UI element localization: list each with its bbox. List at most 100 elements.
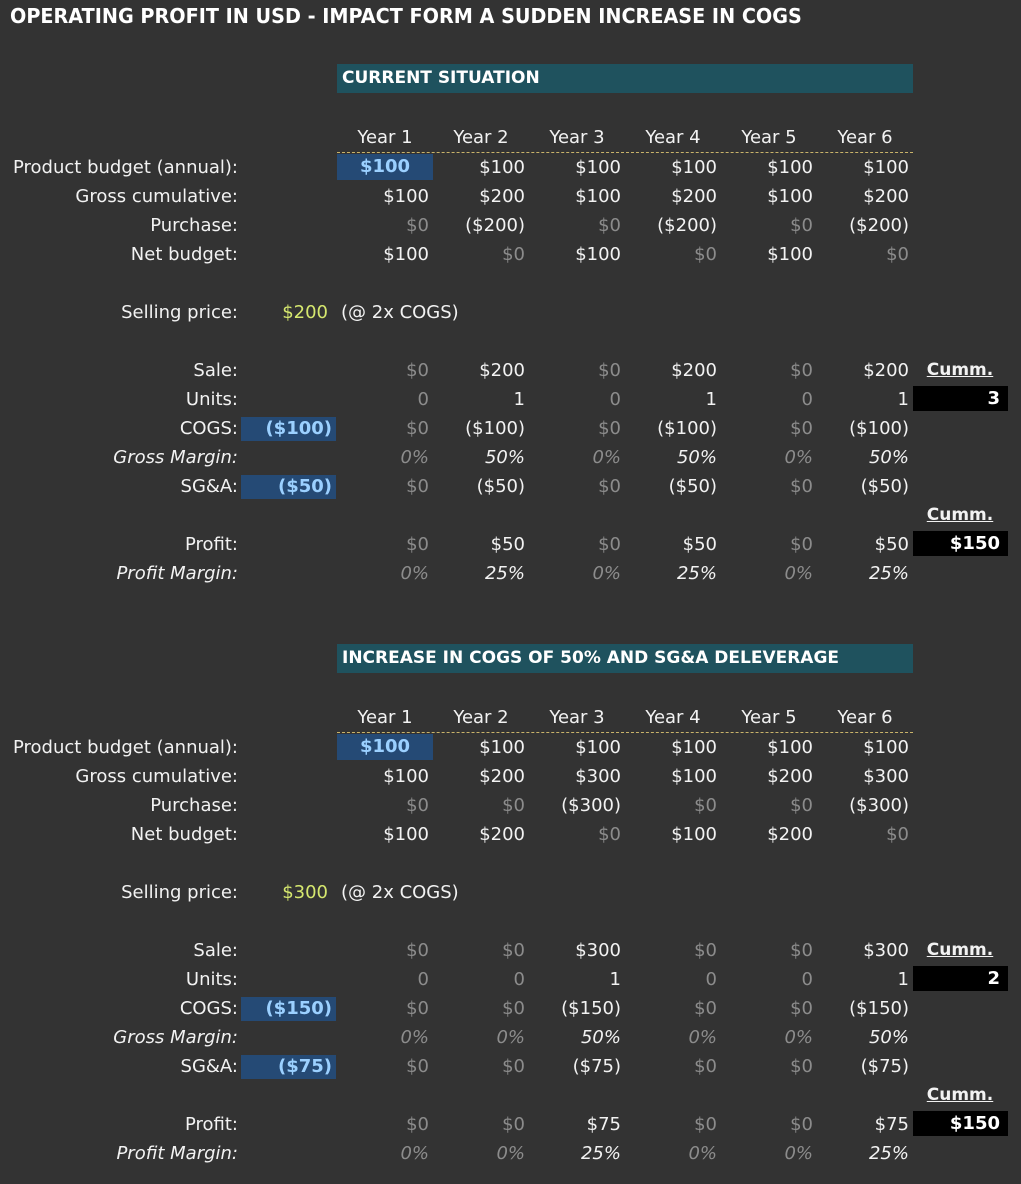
cell-units[interactable]: 0 [609, 389, 621, 410]
cell-gross-cumulative[interactable]: $200 [767, 766, 813, 787]
cell-cogs[interactable]: $0 [406, 998, 429, 1019]
cell-purchase[interactable]: ($200) [465, 215, 525, 236]
cell-sale[interactable]: $300 [575, 940, 621, 961]
cell-profit[interactable]: $50 [682, 534, 717, 555]
cell-cogs[interactable]: $0 [598, 418, 621, 439]
selling-price-value[interactable]: $200 [282, 302, 328, 323]
cell-profit-margin[interactable]: 25% [484, 563, 525, 584]
cell-profit-margin[interactable]: 0% [400, 563, 429, 584]
cell-purchase[interactable]: $0 [598, 215, 621, 236]
cell-net-budget[interactable]: $100 [767, 244, 813, 265]
cell-gross-cumulative[interactable]: $100 [575, 186, 621, 207]
cell-purchase[interactable]: ($300) [561, 795, 621, 816]
cell-gross-cumulative[interactable]: $300 [863, 766, 909, 787]
cell-units[interactable]: 0 [513, 969, 525, 990]
cell-gross-margin[interactable]: 0% [400, 1027, 429, 1048]
cell-profit-margin[interactable]: 0% [496, 1143, 525, 1164]
cell-units[interactable]: 0 [417, 389, 429, 410]
cell-product-budget[interactable]: $100 [575, 157, 621, 178]
cell-profit-margin[interactable]: 0% [592, 563, 621, 584]
cell-gross-margin[interactable]: 0% [592, 447, 621, 468]
cell-product-budget[interactable]: $100 [337, 154, 433, 180]
cell-units[interactable]: 0 [417, 969, 429, 990]
cell-net-budget[interactable]: $0 [598, 824, 621, 845]
cell-net-budget[interactable]: $0 [694, 244, 717, 265]
cell-product-budget[interactable]: $100 [479, 737, 525, 758]
cell-gross-margin[interactable]: 50% [868, 1027, 909, 1048]
cell-product-budget[interactable]: $100 [767, 157, 813, 178]
cell-gross-cumulative[interactable]: $200 [479, 766, 525, 787]
cell-purchase[interactable]: $0 [790, 215, 813, 236]
cell-product-budget[interactable]: $100 [863, 737, 909, 758]
cell-sga[interactable]: $0 [406, 1056, 429, 1077]
cell-sga[interactable]: $0 [790, 476, 813, 497]
cell-sga[interactable]: ($50) [668, 476, 717, 497]
cell-net-budget[interactable]: $100 [383, 244, 429, 265]
cell-units[interactable]: 1 [513, 389, 525, 410]
cell-purchase[interactable]: $0 [406, 215, 429, 236]
cumm-units-value[interactable]: 2 [913, 966, 1008, 991]
cell-gross-cumulative[interactable]: $200 [671, 186, 717, 207]
cogs-input[interactable]: ($100) [241, 417, 336, 441]
cell-gross-margin[interactable]: 0% [400, 447, 429, 468]
cell-cogs[interactable]: $0 [406, 418, 429, 439]
selling-price-value[interactable]: $300 [282, 882, 328, 903]
cell-net-budget[interactable]: $200 [479, 824, 525, 845]
cell-sga[interactable]: $0 [502, 1056, 525, 1077]
cell-product-budget[interactable]: $100 [863, 157, 909, 178]
cell-cogs[interactable]: ($100) [657, 418, 717, 439]
cell-sale[interactable]: $0 [694, 940, 717, 961]
cell-net-budget[interactable]: $0 [886, 244, 909, 265]
cell-profit[interactable]: $75 [874, 1114, 909, 1135]
cell-sga[interactable]: ($75) [860, 1056, 909, 1077]
cell-sale[interactable]: $0 [790, 940, 813, 961]
cell-sga[interactable]: $0 [694, 1056, 717, 1077]
cell-sga[interactable]: ($75) [572, 1056, 621, 1077]
cell-purchase[interactable]: $0 [406, 795, 429, 816]
cell-gross-cumulative[interactable]: $100 [767, 186, 813, 207]
cell-gross-cumulative[interactable]: $100 [383, 186, 429, 207]
cell-cogs[interactable]: $0 [790, 998, 813, 1019]
cell-net-budget[interactable]: $100 [575, 244, 621, 265]
cell-units[interactable]: 1 [609, 969, 621, 990]
cell-sga[interactable]: ($50) [860, 476, 909, 497]
cell-units[interactable]: 1 [897, 389, 909, 410]
cell-net-budget[interactable]: $0 [886, 824, 909, 845]
cell-profit[interactable]: $0 [502, 1114, 525, 1135]
cell-profit[interactable]: $0 [790, 534, 813, 555]
cell-profit[interactable]: $0 [694, 1114, 717, 1135]
cell-purchase[interactable]: ($300) [849, 795, 909, 816]
cell-gross-margin[interactable]: 50% [868, 447, 909, 468]
cell-profit-margin[interactable]: 0% [400, 1143, 429, 1164]
cell-profit-margin[interactable]: 0% [688, 1143, 717, 1164]
cell-profit-margin[interactable]: 0% [784, 563, 813, 584]
cell-purchase[interactable]: ($200) [657, 215, 717, 236]
sga-input[interactable]: ($50) [241, 475, 336, 499]
cell-units[interactable]: 1 [705, 389, 717, 410]
cell-product-budget[interactable]: $100 [337, 734, 433, 760]
cell-profit-margin[interactable]: 25% [580, 1143, 621, 1164]
cell-gross-margin[interactable]: 50% [484, 447, 525, 468]
cell-product-budget[interactable]: $100 [575, 737, 621, 758]
cell-net-budget[interactable]: $100 [383, 824, 429, 845]
cell-gross-margin[interactable]: 50% [676, 447, 717, 468]
cell-units[interactable]: 0 [801, 389, 813, 410]
cell-sale[interactable]: $0 [502, 940, 525, 961]
sga-input[interactable]: ($75) [241, 1055, 336, 1079]
cell-purchase[interactable]: $0 [502, 795, 525, 816]
cell-product-budget[interactable]: $100 [671, 157, 717, 178]
cumm-profit-value[interactable]: $150 [913, 1111, 1008, 1136]
cell-cogs[interactable]: $0 [790, 418, 813, 439]
cell-cogs[interactable]: ($150) [849, 998, 909, 1019]
cell-gross-margin[interactable]: 50% [580, 1027, 621, 1048]
cell-gross-margin[interactable]: 0% [496, 1027, 525, 1048]
cell-sale[interactable]: $200 [479, 360, 525, 381]
cell-product-budget[interactable]: $100 [767, 737, 813, 758]
cell-profit-margin[interactable]: 25% [868, 563, 909, 584]
cell-gross-cumulative[interactable]: $100 [383, 766, 429, 787]
cell-cogs[interactable]: $0 [694, 998, 717, 1019]
cell-purchase[interactable]: $0 [790, 795, 813, 816]
cell-purchase[interactable]: ($200) [849, 215, 909, 236]
cell-sga[interactable]: $0 [790, 1056, 813, 1077]
cell-profit-margin[interactable]: 0% [784, 1143, 813, 1164]
